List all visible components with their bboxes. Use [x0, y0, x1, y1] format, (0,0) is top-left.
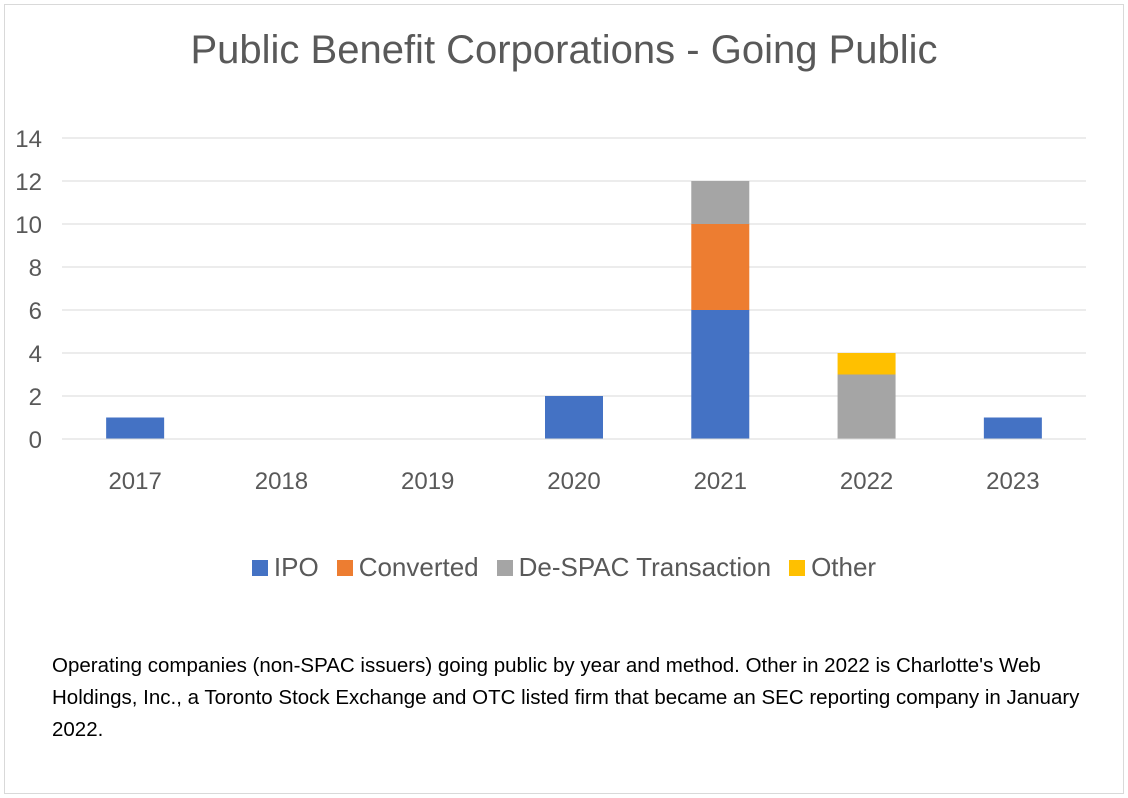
- y-tick-label: 14: [15, 126, 42, 153]
- x-tick-label: 2018: [255, 468, 308, 495]
- bar-ipo-2021: [691, 310, 750, 439]
- legend-item: Other: [789, 552, 876, 583]
- bar-ipo-2020: [545, 396, 603, 439]
- legend-swatch: [336, 559, 353, 576]
- x-tick-label: 2023: [986, 468, 1039, 495]
- chart-legend: IPO Converted De-SPAC Transaction Other: [0, 552, 1128, 583]
- bar-other-2022: [837, 353, 896, 375]
- legend-item: De-SPAC Transaction: [496, 552, 772, 583]
- y-tick-label: 10: [15, 212, 42, 239]
- legend-item: IPO: [251, 552, 319, 583]
- chart-title: Public Benefit Corporations - Going Publ…: [190, 28, 938, 72]
- bar-converted-2021: [691, 224, 750, 310]
- y-tick-label: 2: [29, 384, 42, 411]
- legend-swatch: [496, 559, 513, 576]
- y-tick-label: 8: [29, 255, 42, 282]
- y-tick-label: 12: [15, 169, 42, 196]
- legend-item: Converted: [336, 552, 479, 583]
- legend-label: Other: [811, 552, 877, 582]
- legend-swatch: [789, 559, 806, 576]
- bar-de-spac-transaction-2022: [837, 374, 896, 439]
- chart-caption: Operating companies (non-SPAC issuers) g…: [52, 654, 1080, 741]
- y-tick-label: 6: [29, 298, 42, 325]
- x-tick-label: 2021: [694, 468, 747, 495]
- x-tick-label: 2017: [108, 468, 161, 495]
- bar-de-spac-transaction-2021: [691, 181, 750, 224]
- x-tick-label: 2020: [547, 468, 600, 495]
- bar-ipo-2023: [983, 417, 1042, 439]
- bar-ipo-2017: [106, 417, 165, 439]
- x-tick-label: 2019: [401, 468, 454, 495]
- legend-label: IPO: [273, 552, 319, 582]
- legend-swatch: [251, 559, 268, 576]
- y-tick-label: 0: [29, 427, 42, 454]
- x-tick-label: 2022: [840, 468, 893, 495]
- legend-label: Converted: [358, 552, 479, 582]
- legend-label: De-SPAC Transaction: [518, 552, 772, 582]
- y-tick-label: 4: [29, 341, 42, 368]
